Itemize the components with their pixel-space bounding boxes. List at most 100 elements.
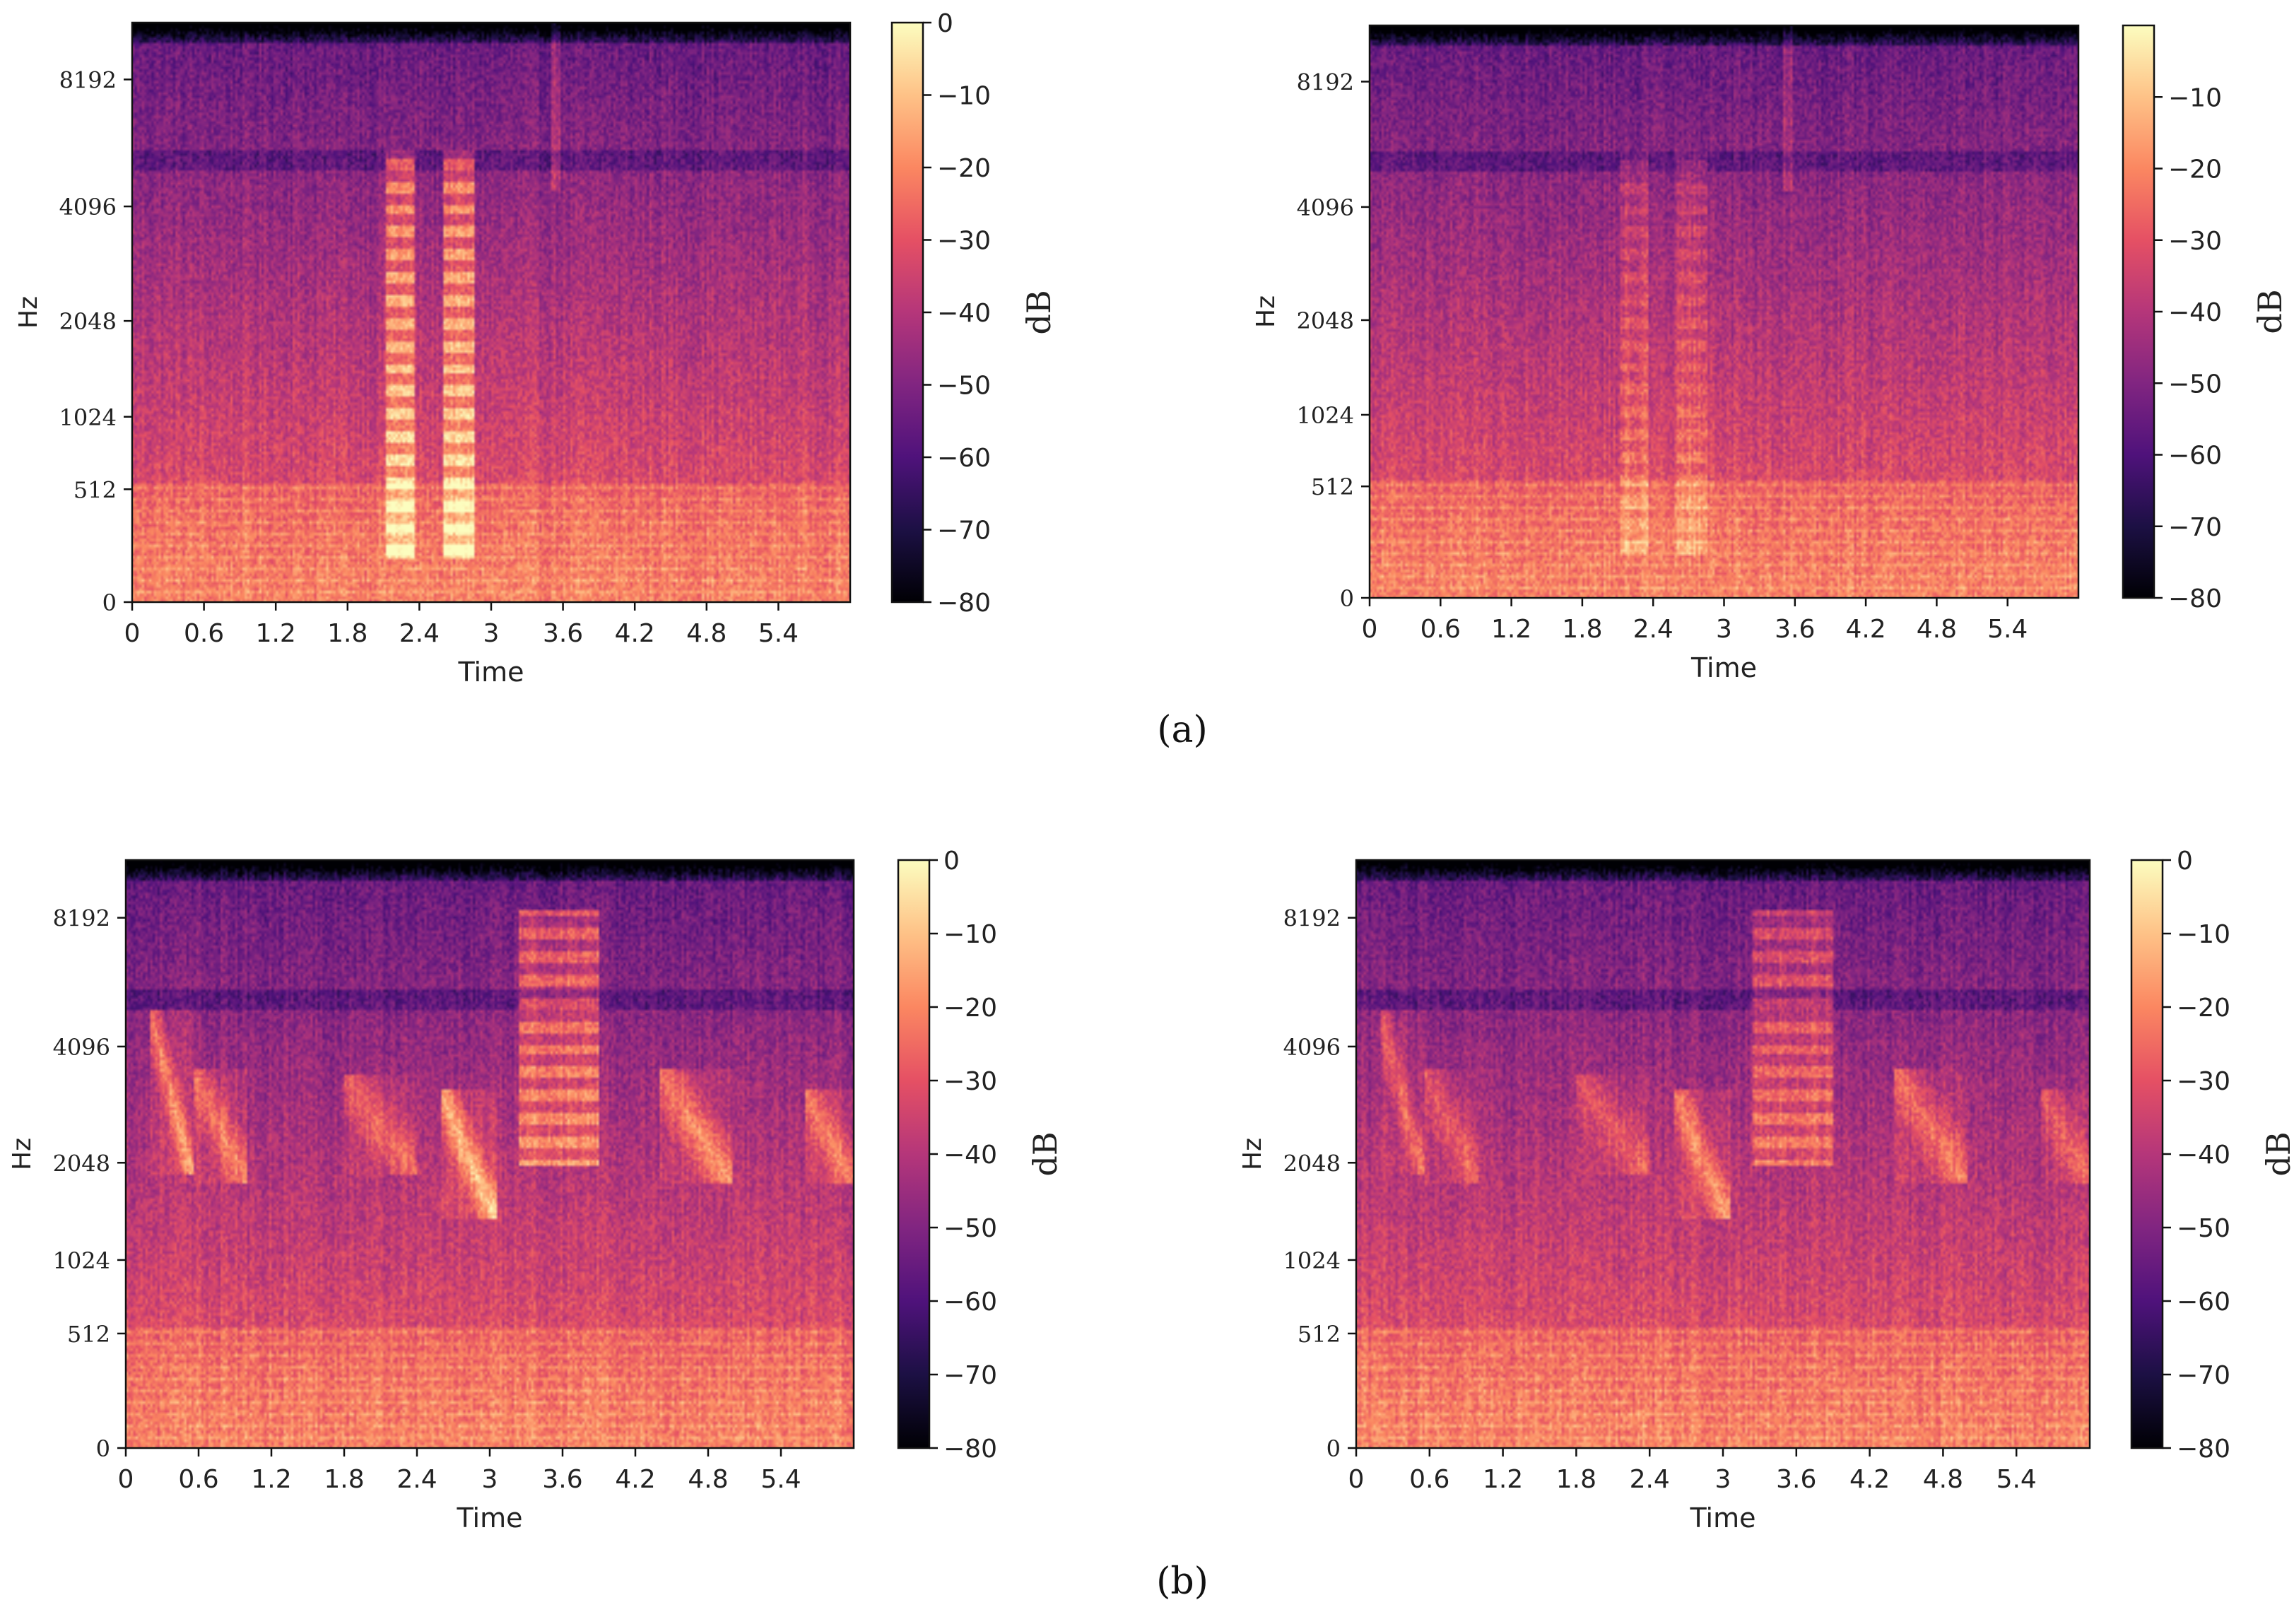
colorbar-tick-label: 0 bbox=[943, 847, 960, 876]
colorbar-tick-label: −50 bbox=[943, 1214, 997, 1243]
x-tick-label: 1.8 bbox=[327, 619, 367, 648]
x-tick-label: 3.6 bbox=[1775, 615, 1815, 644]
y-tick-label: 512 bbox=[67, 1321, 110, 1348]
colorbar-tick-label: −60 bbox=[2177, 1288, 2230, 1317]
y-tick-label: 512 bbox=[1298, 1321, 1341, 1348]
y-axis-label: Hz bbox=[1238, 1138, 1267, 1170]
y-tick-label: 4096 bbox=[59, 194, 117, 220]
y-tick-label: 8192 bbox=[59, 66, 117, 93]
colorbar-label: dB bbox=[2251, 289, 2289, 334]
x-tick-label: 1.2 bbox=[251, 1465, 291, 1494]
x-axis-label: Time bbox=[458, 657, 524, 688]
colorbar-tick-label: −70 bbox=[937, 517, 991, 546]
x-tick-label: 0.6 bbox=[178, 1465, 218, 1494]
x-axis-label: Time bbox=[1690, 652, 1757, 683]
x-tick-label: 1.2 bbox=[1483, 1465, 1523, 1494]
y-tick-label: 2048 bbox=[1283, 1150, 1341, 1177]
x-tick-label: 0.6 bbox=[184, 619, 224, 648]
colorbar-label: dB bbox=[1026, 1131, 1064, 1176]
x-tick-label: 3 bbox=[1716, 615, 1732, 644]
colorbar-tick-label: −80 bbox=[2168, 584, 2222, 613]
y-tick-label: 2048 bbox=[59, 308, 117, 335]
colorbar-tick-label: 0 bbox=[2177, 847, 2193, 876]
colorbar-tick-label: −20 bbox=[937, 154, 991, 183]
x-tick-label: 4.8 bbox=[688, 1465, 728, 1494]
colorbar-tick-label: −40 bbox=[2168, 298, 2222, 327]
y-tick-label: 512 bbox=[73, 476, 117, 503]
spectrogram-heatmap bbox=[126, 860, 854, 1448]
panels: 0 0.6 1.2 1.8 2.4 3 3.6 4.2 4.8 5.4 Time 0 512 1024 20… bbox=[8, 9, 2294, 1534]
x-tick-label: 1.8 bbox=[1562, 615, 1602, 644]
x-tick-label: 3 bbox=[1715, 1465, 1731, 1494]
colorbar-tick-label: −20 bbox=[943, 994, 997, 1023]
colorbar-tick-label: 0 bbox=[937, 9, 953, 38]
x-tick-label: 1.2 bbox=[1491, 615, 1531, 644]
colorbar-tick-label: −50 bbox=[937, 372, 991, 401]
colorbar-tick-label: −70 bbox=[2168, 513, 2222, 542]
y-tick-label: 4096 bbox=[1297, 194, 1354, 221]
x-tick-label: 0 bbox=[1348, 1465, 1365, 1494]
x-axis-label: Time bbox=[1690, 1502, 1756, 1534]
spectrogram-panel-3: 0 0.6 1.2 1.8 2.4 3 3.6 4.2 4.8 5.4 Time 0 512 1024 20… bbox=[8, 847, 1064, 1534]
x-tick-label: 5.4 bbox=[758, 619, 799, 648]
caption-b: (b) bbox=[1156, 1560, 1208, 1603]
y-tick-label: 4096 bbox=[53, 1034, 110, 1061]
colorbar-tick-label: −60 bbox=[943, 1288, 997, 1317]
y-tick-label: 4096 bbox=[1283, 1034, 1341, 1061]
spectrogram-panel-4: 0 0.6 1.2 1.8 2.4 3 3.6 4.2 4.8 5.4 Time 0 512 1024 20… bbox=[1238, 847, 2294, 1534]
colorbar-tick-label: −50 bbox=[2177, 1214, 2230, 1243]
x-tick-label: 2.4 bbox=[1633, 615, 1674, 644]
colorbar-tick-label: −30 bbox=[2177, 1067, 2230, 1096]
colorbar-label: dB bbox=[1020, 290, 1058, 334]
x-tick-label: 4.2 bbox=[615, 619, 655, 648]
spectrogram-heatmap bbox=[132, 23, 850, 602]
x-tick-label: 3 bbox=[483, 619, 500, 648]
y-tick-label: 8192 bbox=[1283, 905, 1341, 932]
x-tick-label: 5.4 bbox=[1987, 615, 2028, 644]
y-axis-label: Hz bbox=[8, 1138, 37, 1170]
colorbar-tick-label: −30 bbox=[2168, 227, 2222, 256]
x-axis-label: Time bbox=[457, 1502, 523, 1534]
colorbar-tick-label: −10 bbox=[2177, 920, 2230, 949]
colorbar bbox=[2122, 24, 2155, 599]
colorbar-tick-label: −80 bbox=[2177, 1435, 2230, 1464]
colorbar-tick-label: −40 bbox=[943, 1141, 997, 1170]
colorbar bbox=[897, 859, 931, 1449]
colorbar-tick-label: −20 bbox=[2168, 155, 2222, 184]
colorbar-tick-label: −30 bbox=[937, 227, 991, 256]
colorbar-tick-label: −80 bbox=[937, 589, 991, 618]
y-tick-label: 8192 bbox=[1297, 69, 1354, 95]
x-tick-label: 3.6 bbox=[543, 619, 583, 648]
y-tick-label: 1024 bbox=[53, 1247, 110, 1274]
colorbar-tick-label: −60 bbox=[2168, 442, 2222, 471]
spectrogram-heatmap bbox=[1356, 860, 2090, 1448]
y-tick-label: 0 bbox=[1327, 1435, 1341, 1462]
colorbar-tick-label: −40 bbox=[937, 299, 991, 328]
x-tick-label: 0 bbox=[124, 619, 141, 648]
x-tick-label: 4.2 bbox=[1845, 615, 1886, 644]
x-tick-label: 4.8 bbox=[686, 619, 727, 648]
y-tick-label: 2048 bbox=[1297, 307, 1354, 334]
x-tick-label: 0.6 bbox=[1409, 1465, 1449, 1494]
colorbar-tick-label: −10 bbox=[943, 920, 997, 949]
x-tick-label: 3 bbox=[482, 1465, 498, 1494]
x-tick-label: 1.8 bbox=[324, 1465, 364, 1494]
colorbar-tick-label: −60 bbox=[937, 444, 991, 473]
caption-a: (a) bbox=[1157, 709, 1208, 751]
colorbar bbox=[2130, 859, 2164, 1449]
x-tick-label: 1.2 bbox=[256, 619, 296, 648]
spectrogram-panel-2: 0 0.6 1.2 1.8 2.4 3 3.6 4.2 4.8 5.4 Time 0 512 1024 20… bbox=[1252, 24, 2289, 683]
colorbar-tick-label: −30 bbox=[943, 1067, 997, 1096]
y-tick-label: 0 bbox=[102, 589, 117, 616]
x-tick-label: 2.4 bbox=[396, 1465, 437, 1494]
colorbar-tick-label: −70 bbox=[2177, 1361, 2230, 1390]
y-axis-label: Hz bbox=[14, 296, 43, 329]
y-tick-label: 2048 bbox=[53, 1150, 110, 1177]
y-tick-label: 0 bbox=[96, 1435, 110, 1462]
y-tick-label: 512 bbox=[1311, 473, 1354, 500]
x-tick-label: 3.6 bbox=[1776, 1465, 1816, 1494]
y-tick-label: 1024 bbox=[1297, 402, 1354, 429]
colorbar-tick-label: −10 bbox=[937, 82, 991, 111]
colorbar-tick-label: −40 bbox=[2177, 1141, 2230, 1170]
